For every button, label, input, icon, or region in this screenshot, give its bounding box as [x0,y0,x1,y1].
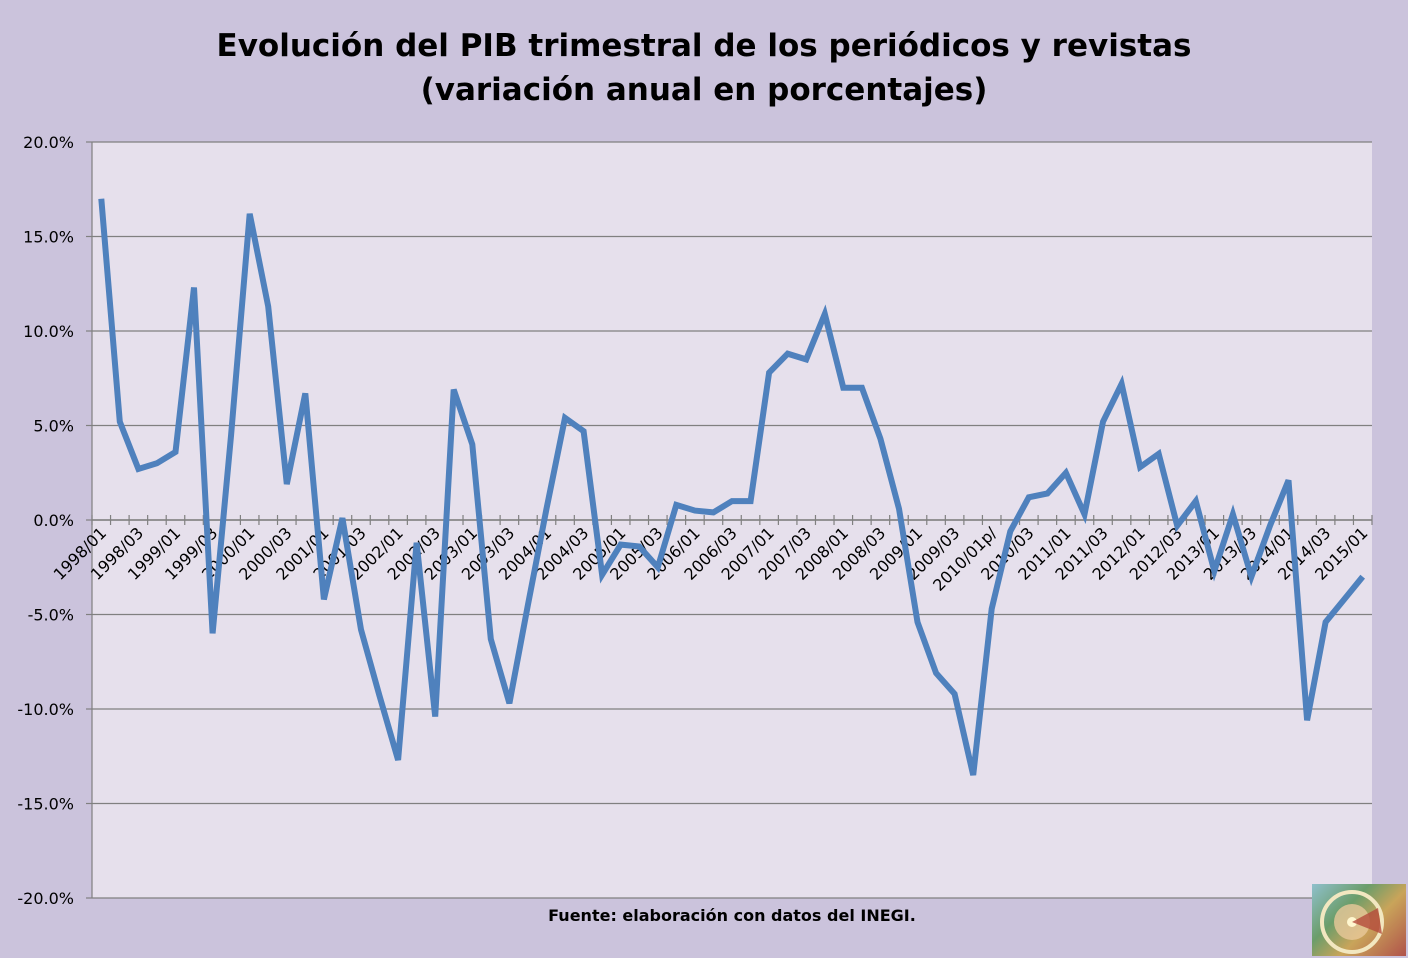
y-tick-label: 15.0% [23,228,74,247]
y-tick-label: 0.0% [33,511,74,530]
y-tick-label: -15.0% [17,795,74,814]
y-tick-label: -10.0% [17,700,74,719]
y-tick-label: -20.0% [17,889,74,908]
logo-image [1312,884,1406,956]
y-tick-label: 10.0% [23,322,74,341]
chart-title-line2: (variación anual en porcentajes) [420,72,988,108]
source-note: Fuente: elaboración con datos del INEGI. [548,906,916,925]
series-line [98,198,1366,776]
y-tick-label: -5.0% [28,606,74,625]
y-tick-label: 5.0% [33,417,74,436]
chart-title-line1: Evolución del PIB trimestral de los peri… [216,28,1192,64]
logo-graphic [1320,890,1384,954]
y-tick-label: 20.0% [23,133,74,152]
